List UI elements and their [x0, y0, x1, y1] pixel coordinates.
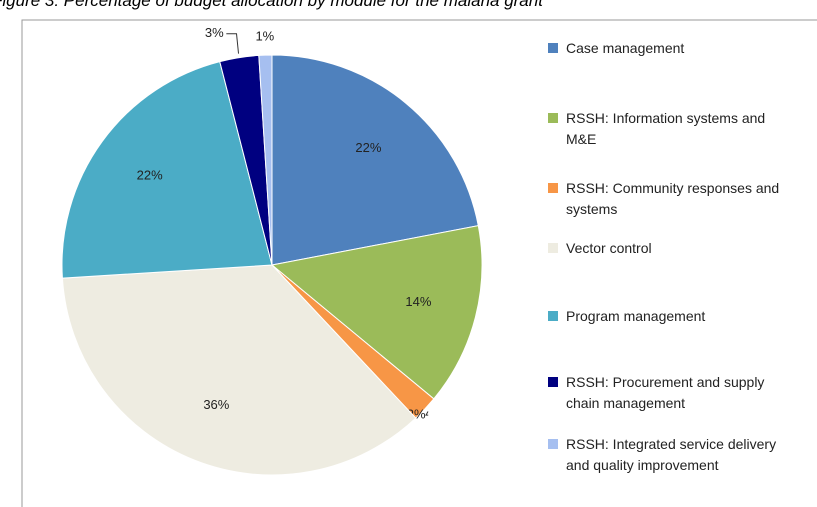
legend-label: RSSH: Procurement and supply chain manag… [566, 374, 765, 411]
legend-label: Program management [566, 308, 706, 324]
legend-label: RSSH: Information systems and M&E [566, 110, 766, 147]
legend-item: RSSH: Integrated service delivery and qu… [548, 434, 798, 476]
legend-item: Program management [548, 306, 798, 327]
legend-swatch [548, 311, 558, 321]
data-label: 36% [203, 397, 229, 412]
legend-label: RSSH: Integrated service delivery and qu… [566, 436, 777, 473]
data-label: 1% [255, 29, 274, 44]
leader-line [425, 411, 429, 416]
legend-label: RSSH: Community responses and systems [566, 180, 780, 217]
legend-item: RSSH: Information systems and M&E [548, 108, 798, 150]
legend-swatch [548, 113, 558, 123]
legend-label: Case management [566, 40, 685, 56]
legend-swatch [548, 243, 558, 253]
legend-swatch [548, 377, 558, 387]
chart-frame [21, 19, 817, 507]
leader-line [226, 33, 240, 54]
legend-swatch [548, 183, 558, 193]
legend-swatch [548, 43, 558, 53]
legend-item: RSSH: Procurement and supply chain manag… [548, 372, 798, 414]
pie-slice [61, 60, 273, 279]
pie-slice [271, 54, 479, 266]
data-label: 22% [355, 140, 381, 155]
legend-item: Vector control [548, 238, 798, 259]
legend-item: Case management [548, 38, 798, 59]
legend-label: Vector control [566, 240, 652, 256]
pie-slice [258, 54, 273, 266]
legend-item: RSSH: Community responses and systems [548, 178, 798, 220]
data-label: 22% [137, 168, 163, 183]
legend-swatch [548, 439, 558, 449]
pie-slice [270, 225, 483, 400]
data-label: 14% [405, 294, 431, 309]
chart-title: Figure 3: Percentage of budget allocatio… [0, 0, 543, 10]
data-label: 3% [205, 25, 224, 40]
pie-slice [61, 264, 417, 476]
